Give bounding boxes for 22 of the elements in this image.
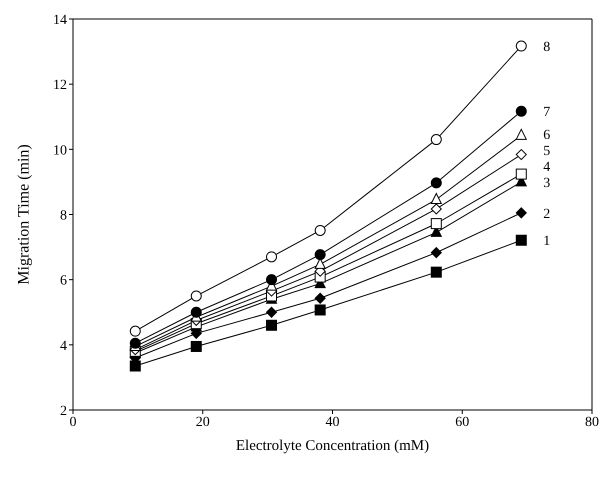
y-axis-title: Migration Time (min): [16, 144, 33, 285]
series-label: 8: [543, 40, 550, 56]
y-tick-label: 8: [60, 208, 67, 224]
y-tick-label: 6: [60, 274, 67, 289]
y-tick-label: 14: [53, 12, 67, 28]
series-label: 6: [543, 128, 550, 143]
series-label: 7: [543, 105, 550, 120]
series-label: 2: [543, 206, 550, 222]
y-tick-label: 10: [53, 143, 67, 158]
x-axis-title: Electrolyte Concentration (mM): [236, 438, 430, 454]
x-tick-label: 0: [70, 414, 76, 430]
y-tick-label: 2: [60, 404, 67, 419]
series-label: 5: [543, 144, 550, 159]
x-tick-label: 20: [196, 414, 210, 430]
x-tick-label: 60: [455, 414, 470, 430]
x-tick-label: 40: [326, 414, 340, 430]
x-tick-label: 80: [585, 414, 599, 430]
series-label: 4: [543, 160, 550, 175]
series-label: 1: [543, 234, 550, 250]
y-tick-label: 4: [60, 338, 67, 354]
series-label: 3: [543, 176, 550, 191]
y-tick-label: 12: [53, 78, 67, 94]
